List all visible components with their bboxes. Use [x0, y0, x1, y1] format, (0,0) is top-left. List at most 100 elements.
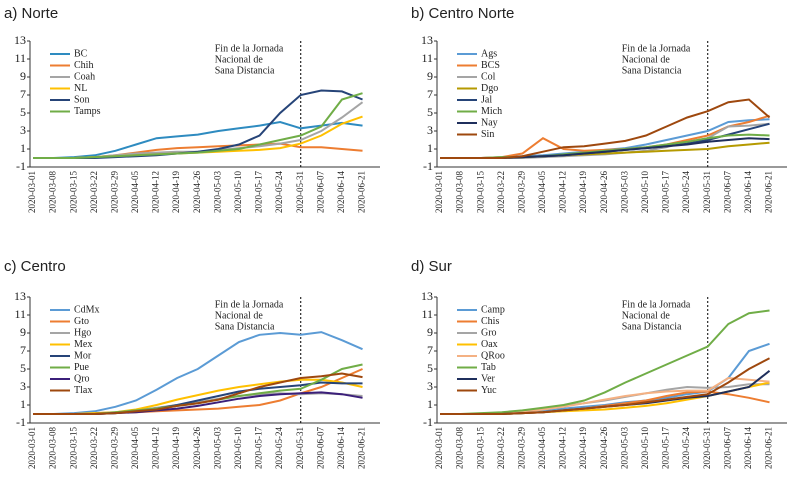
x-tick-label: 2020-05-24 — [681, 171, 691, 213]
legend-label: Pue — [74, 362, 90, 373]
x-tick-label: 2020-04-05 — [537, 171, 547, 213]
x-tick-label: 2020-06-21 — [357, 171, 367, 213]
legend-label: Gto — [74, 316, 89, 327]
x-tick-label: 2020-05-17 — [254, 427, 264, 469]
legend-label: CdMx — [74, 304, 100, 315]
x-tick-label: 2020-04-19 — [578, 427, 588, 469]
x-tick-label: 2020-04-19 — [171, 171, 181, 213]
x-tick-label: 2020-05-24 — [274, 427, 284, 469]
x-tick-label: 2020-03-08 — [48, 171, 58, 213]
x-tick-label: 2020-03-22 — [496, 171, 506, 213]
x-tick-label: 2020-03-15 — [68, 427, 78, 469]
x-tick-label: 2020-03-01 — [434, 427, 444, 469]
y-tick-label: 9 — [20, 69, 26, 83]
x-tick-label: 2020-03-15 — [475, 171, 485, 213]
x-tick-label: 2020-03-08 — [48, 427, 58, 469]
x-tick-label: 2020-05-24 — [681, 427, 691, 469]
x-tick-label: 2020-03-22 — [496, 427, 506, 469]
series-line — [33, 120, 363, 159]
series-line — [33, 92, 363, 159]
y-tick-label: -1 — [423, 159, 433, 173]
annotation: Fin de la Jornada — [622, 43, 691, 54]
x-tick-label: 2020-06-21 — [357, 427, 367, 469]
y-tick-label: 5 — [20, 105, 26, 119]
annotation: Nacional de — [622, 310, 671, 321]
y-tick-label: 13 — [421, 289, 433, 303]
y-tick-label: 13 — [14, 33, 26, 47]
legend-label: Hgo — [74, 327, 91, 338]
legend-label: Chis — [481, 316, 499, 327]
series-line — [33, 372, 363, 415]
x-tick-label: 2020-04-26 — [192, 171, 202, 213]
y-tick-label: 9 — [427, 69, 433, 83]
legend-label: QRoo — [481, 350, 505, 361]
annotation: Sana Distancia — [622, 65, 682, 76]
x-tick-label: 2020-04-05 — [130, 171, 140, 213]
legend-label: Ags — [481, 48, 497, 59]
panel-title: c) Centro — [4, 258, 66, 275]
x-tick-label: 2020-05-03 — [212, 171, 222, 213]
legend-label: Qro — [74, 373, 90, 384]
legend-label: Mich — [481, 106, 502, 117]
x-tick-label: 2020-06-07 — [722, 427, 732, 469]
legend-label: Oax — [481, 339, 498, 350]
x-tick-label: 2020-05-31 — [295, 171, 305, 213]
x-tick-label: 2020-05-17 — [254, 171, 264, 213]
x-tick-label: 2020-04-26 — [599, 171, 609, 213]
x-tick-label: 2020-05-17 — [661, 171, 671, 213]
legend-label: Ver — [481, 373, 496, 384]
x-tick-label: 2020-03-22 — [89, 427, 99, 469]
y-tick-label: 3 — [20, 123, 26, 137]
legend-label: NL — [74, 83, 87, 94]
annotation: Fin de la Jornada — [622, 299, 691, 310]
x-tick-label: 2020-04-26 — [599, 427, 609, 469]
series-line — [440, 98, 771, 159]
x-tick-label: 2020-05-10 — [233, 171, 243, 213]
y-tick-label: 1 — [427, 397, 433, 411]
y-tick-label: 7 — [20, 343, 26, 357]
y-tick-label: 5 — [20, 361, 26, 375]
y-tick-label: 3 — [427, 379, 433, 393]
x-tick-label: 2020-03-29 — [516, 171, 526, 213]
legend-label: Yuc — [481, 385, 497, 396]
x-tick-label: 2020-04-12 — [151, 427, 161, 469]
annotation: Nacional de — [215, 310, 264, 321]
x-tick-label: 2020-06-21 — [764, 171, 774, 213]
y-tick-label: 7 — [20, 87, 26, 101]
y-tick-label: 9 — [20, 325, 26, 339]
y-tick-label: 11 — [14, 307, 26, 321]
annotation: Sana Distancia — [622, 321, 682, 332]
x-tick-label: 2020-05-31 — [702, 171, 712, 213]
annotation: Nacional de — [215, 54, 264, 65]
x-tick-label: 2020-03-01 — [27, 171, 37, 213]
y-tick-label: -1 — [423, 415, 433, 429]
legend-label: Tab — [481, 362, 496, 373]
legend-label: Tamps — [74, 106, 101, 117]
y-tick-label: 11 — [421, 307, 433, 321]
x-tick-label: 2020-05-03 — [212, 427, 222, 469]
y-tick-label: -1 — [16, 159, 26, 173]
y-tick-label: 3 — [20, 379, 26, 393]
legend-label: Coah — [74, 71, 95, 82]
panel-title: b) Centro Norte — [411, 5, 514, 22]
annotation: Sana Distancia — [215, 321, 275, 332]
x-tick-label: 2020-04-19 — [578, 171, 588, 213]
x-tick-label: 2020-06-14 — [336, 171, 346, 213]
x-tick-label: 2020-03-29 — [516, 427, 526, 469]
x-tick-label: 2020-05-10 — [640, 171, 650, 213]
series-line — [33, 331, 363, 415]
legend-label: Son — [74, 94, 90, 105]
x-tick-label: 2020-03-29 — [109, 427, 119, 469]
legend-label: Chih — [74, 60, 93, 71]
x-tick-label: 2020-06-14 — [743, 171, 753, 213]
x-tick-label: 2020-03-01 — [27, 427, 37, 469]
legend-label: Dgo — [481, 83, 498, 94]
x-tick-label: 2020-05-10 — [233, 427, 243, 469]
annotation: Nacional de — [622, 54, 671, 65]
x-tick-label: 2020-06-07 — [722, 171, 732, 213]
x-tick-label: 2020-05-31 — [295, 427, 305, 469]
legend-label: Camp — [481, 304, 505, 315]
legend-label: Tlax — [74, 385, 92, 396]
y-tick-label: 9 — [427, 325, 433, 339]
